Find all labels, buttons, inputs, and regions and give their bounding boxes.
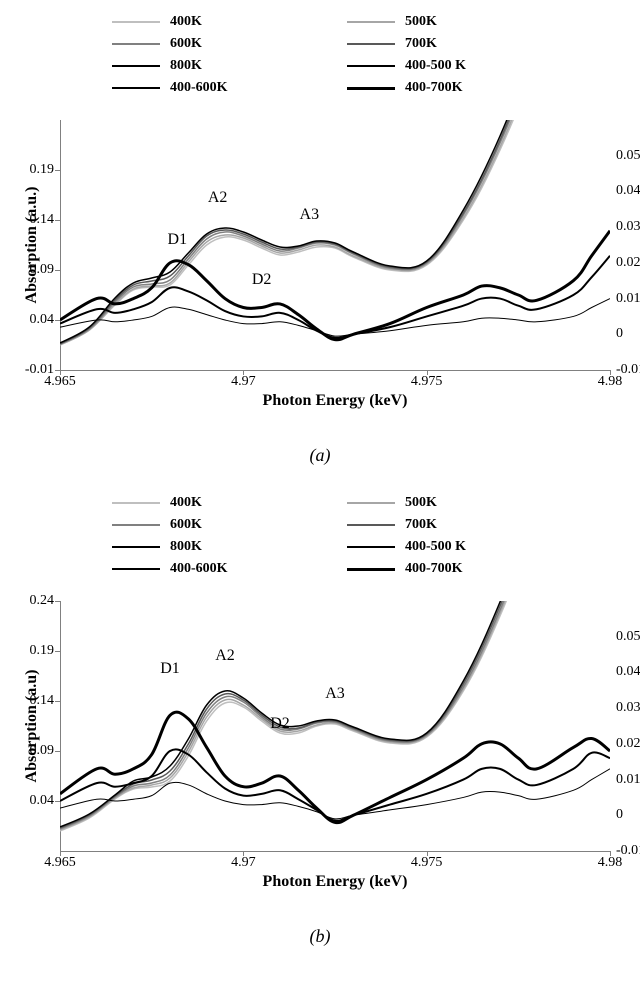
y-right-tick-label: 0.05 [610, 148, 640, 164]
annotation-A3: A3 [300, 206, 320, 224]
series-d400700 [60, 712, 610, 823]
figure-wrap: 4.9654.974.9754.98-0.010.040.090.140.19-… [0, 0, 640, 977]
y-right-tick-label: 0.05 [610, 629, 640, 645]
legend-label: 400-600K [170, 80, 228, 96]
y-left-tick-label: 0.24 [30, 593, 61, 609]
legend-swatch [112, 87, 160, 89]
annotation-A2: A2 [215, 647, 235, 665]
legend-swatch [112, 65, 160, 67]
y-left-tick-label: 0.04 [30, 312, 61, 328]
legend-item-s800: 800K [112, 58, 317, 74]
legend-swatch [347, 43, 395, 45]
legend-swatch [112, 568, 160, 570]
legend-item-s400: 400K [112, 14, 317, 30]
legend-item-d400500: 400-500 K [347, 58, 552, 74]
panel-caption: (a) [20, 445, 620, 466]
legend-item-d400600: 400-600K [112, 80, 317, 96]
legend-label: 400-600K [170, 561, 228, 577]
legend-swatch [347, 87, 395, 90]
legend-label: 700K [405, 36, 437, 52]
legend-swatch [347, 65, 395, 67]
legend-item-d400700: 400-700K [347, 561, 552, 577]
x-axis-label: Photon Energy (keV) [263, 392, 408, 410]
legend-item-s700: 700K [347, 517, 552, 533]
annotation-A2: A2 [208, 189, 228, 207]
annotation-D2: D2 [270, 715, 290, 733]
legend-label: 800K [170, 58, 202, 74]
legend-item-s600: 600K [112, 36, 317, 52]
panel-a: 4.9654.974.9754.98-0.010.040.090.140.19-… [20, 10, 620, 466]
chart-area: 4.9654.974.9754.980.040.090.140.190.24-0… [60, 491, 610, 871]
legend-swatch [347, 524, 395, 526]
y-left-tick-label: -0.01 [25, 362, 60, 378]
legend-label: 400K [170, 14, 202, 30]
legend-item-s800: 800K [112, 539, 317, 555]
y-left-axis-label: Absorption (a.u) [23, 670, 41, 783]
y-right-tick-label: -0.01 [610, 843, 640, 859]
spacer [0, 476, 640, 491]
legend-swatch [347, 546, 395, 548]
annotation-D1: D1 [160, 660, 180, 678]
y-right-tick-label: 0.02 [610, 736, 640, 752]
y-right-tick-label: 0.01 [610, 291, 640, 307]
series-d400600 [60, 256, 610, 338]
y-left-tick-label: 0.19 [30, 643, 61, 659]
y-right-tick-label: 0.04 [610, 664, 640, 680]
legend-swatch [112, 502, 160, 504]
annotation-D2: D2 [252, 271, 272, 289]
legend-label: 800K [170, 539, 202, 555]
y-right-tick-label: -0.01 [610, 362, 640, 378]
annotation-D1: D1 [168, 231, 188, 249]
series-d400600 [60, 749, 610, 820]
series-d400500 [60, 769, 610, 819]
legend-item-d400700: 400-700K [347, 80, 552, 96]
x-axis-label: Photon Energy (keV) [263, 873, 408, 891]
legend-label: 400-700K [405, 80, 463, 96]
legend-swatch [112, 43, 160, 45]
legend-swatch [112, 524, 160, 526]
legend-item-s600: 600K [112, 517, 317, 533]
legend-swatch [112, 21, 160, 23]
legend-label: 600K [170, 36, 202, 52]
y-left-tick-label: 0.04 [30, 793, 61, 809]
y-left-axis-label: Absorption (a.u.) [23, 187, 41, 304]
legend-swatch [347, 568, 395, 571]
legend-label: 400K [170, 495, 202, 511]
legend-label: 600K [170, 517, 202, 533]
legend-item-s400: 400K [112, 495, 317, 511]
series-d400500 [60, 299, 610, 337]
chart-area: 4.9654.974.9754.98-0.010.040.090.140.19-… [60, 10, 610, 390]
legend-item-s500: 500K [347, 495, 552, 511]
panel-caption: (b) [20, 926, 620, 947]
y-right-tick-label: 0.01 [610, 772, 640, 788]
legend-label: 400-700K [405, 561, 463, 577]
legend-swatch [112, 546, 160, 548]
y-right-tick-label: 0.02 [610, 255, 640, 271]
legend: 400K 500K 600K 700K 800K 400-500 K 400-600K 400… [104, 10, 560, 100]
legend: 400K 500K 600K 700K 800K 400-500 K 400-600K 400… [104, 491, 560, 581]
annotation-A3: A3 [325, 685, 345, 703]
legend-item-d400600: 400-600K [112, 561, 317, 577]
legend-swatch [347, 21, 395, 23]
y-right-tick-label: 0.03 [610, 219, 640, 235]
legend-item-s500: 500K [347, 14, 552, 30]
y-left-tick-label: 0.19 [30, 162, 61, 178]
y-right-tick-label: 0.04 [610, 183, 640, 199]
legend-label: 700K [405, 517, 437, 533]
legend-item-s700: 700K [347, 36, 552, 52]
legend-swatch [347, 502, 395, 504]
legend-label: 500K [405, 495, 437, 511]
legend-label: 400-500 K [405, 539, 466, 555]
legend-item-d400500: 400-500 K [347, 539, 552, 555]
y-right-tick-label: 0.03 [610, 700, 640, 716]
y-right-tick-label: 0 [610, 807, 623, 823]
legend-label: 500K [405, 14, 437, 30]
legend-label: 400-500 K [405, 58, 466, 74]
y-right-tick-label: 0 [610, 326, 623, 342]
panel-b: 4.9654.974.9754.980.040.090.140.190.24-0… [20, 491, 620, 947]
